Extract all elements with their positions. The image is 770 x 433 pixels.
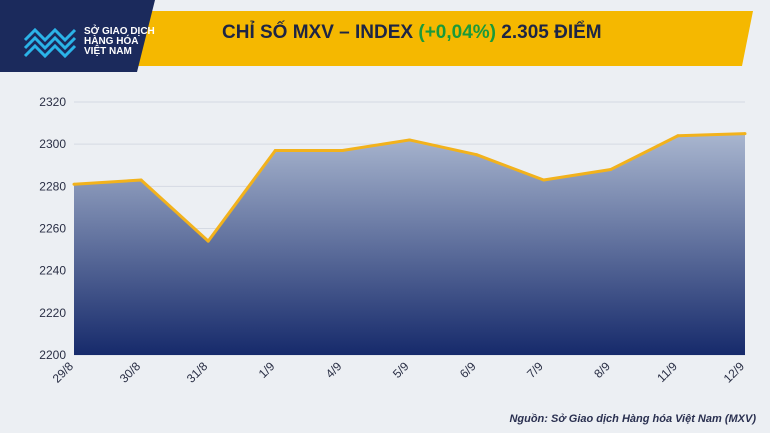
data-point bbox=[475, 153, 479, 157]
x-tick-label: 6/9 bbox=[457, 359, 479, 381]
x-tick-label: 12/9 bbox=[721, 359, 748, 386]
data-point bbox=[542, 178, 546, 182]
data-point bbox=[609, 167, 613, 171]
data-point bbox=[273, 148, 277, 152]
x-tick-label: 5/9 bbox=[390, 359, 412, 381]
y-tick-label: 2320 bbox=[39, 95, 66, 109]
x-tick-label: 29/8 bbox=[50, 359, 77, 386]
data-point bbox=[743, 132, 747, 136]
y-tick-label: 2300 bbox=[39, 137, 66, 151]
series-area bbox=[74, 133, 745, 355]
y-tick-label: 2280 bbox=[39, 179, 66, 193]
data-point bbox=[139, 178, 143, 182]
data-point bbox=[408, 138, 411, 142]
title-band-shape bbox=[110, 11, 753, 66]
logo-mark-icon bbox=[23, 27, 77, 59]
y-tick-label: 2220 bbox=[39, 306, 66, 320]
y-tick-label: 2260 bbox=[39, 222, 66, 236]
mxv-logo: SỞ GIAO DỊCH HÀNG HÓA VIỆT NAM bbox=[0, 0, 175, 72]
x-tick-label: 1/9 bbox=[256, 359, 278, 381]
x-tick-label: 11/9 bbox=[654, 359, 680, 385]
logo-name-line3: VIỆT NAM bbox=[84, 46, 132, 57]
x-tick-label: 4/9 bbox=[323, 359, 345, 381]
y-tick-label: 2200 bbox=[39, 348, 66, 362]
x-tick-label: 8/9 bbox=[591, 359, 613, 381]
title-suffix: 2.305 ĐIỂM bbox=[496, 22, 602, 43]
title-band bbox=[0, 11, 770, 66]
title-change: (+0,04%) bbox=[418, 22, 496, 43]
data-point bbox=[72, 182, 76, 186]
y-tick-label: 2240 bbox=[39, 264, 66, 278]
logo-name-line1: SỞ GIAO DỊCH bbox=[84, 26, 155, 37]
x-tick-label: 30/8 bbox=[117, 359, 144, 386]
x-tick-label: 31/8 bbox=[184, 359, 211, 386]
x-tick-label: 7/9 bbox=[524, 359, 546, 381]
y-axis-ticks: 2200 2220 2240 2260 2280 2300 2320 bbox=[39, 95, 66, 362]
x-axis-ticks: 29/8 30/8 31/8 1/9 4/9 5/9 6/9 7/9 8/9 11/9 12/9 bbox=[50, 359, 748, 386]
chart-title: CHỈ SỐ MXV – INDEX (+0,04%) 2.305 ĐIỂM bbox=[222, 22, 602, 44]
title-prefix: CHỈ SỐ MXV – INDEX bbox=[222, 22, 419, 43]
logo-name-line2: HÀNG HÓA bbox=[84, 36, 139, 47]
source-note: Nguồn: Sở Giao dịch Hàng hóa Việt Nam (M… bbox=[509, 413, 756, 425]
data-point bbox=[676, 134, 680, 138]
data-point bbox=[340, 148, 344, 152]
logo-name: SỞ GIAO DỊCH HÀNG HÓA VIỆT NAM bbox=[84, 27, 164, 57]
logo-background bbox=[0, 0, 155, 72]
data-point bbox=[206, 239, 210, 243]
